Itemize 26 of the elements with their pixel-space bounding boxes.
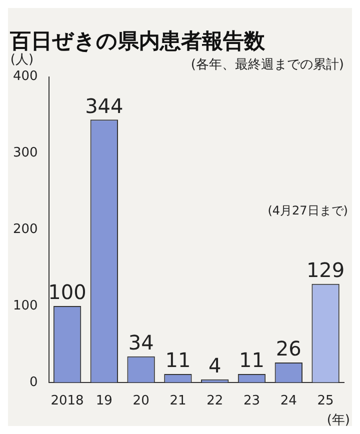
data-label: 11	[239, 348, 264, 372]
data-label: 100	[48, 280, 86, 304]
y-tick-label: 300	[12, 146, 38, 161]
x-tick-label: 23	[243, 394, 260, 409]
y-tick-label: 100	[12, 298, 38, 314]
x-tick-label: 20	[132, 394, 150, 409]
x-tick-label: 25	[317, 394, 334, 409]
annotation: (4月27日まで)	[268, 204, 348, 218]
data-label: 129	[306, 258, 345, 282]
x-tick-label: 22	[206, 394, 224, 409]
x-tick-label: 21	[170, 394, 186, 409]
x-tick-label: 24	[280, 394, 297, 409]
y-tick-label: 0	[30, 374, 38, 390]
data-label: 11	[165, 348, 191, 372]
chart-title: 百日ぜきの県内患者報告数	[9, 29, 266, 54]
x-axis-title: (年)	[326, 412, 350, 428]
data-label: 34	[128, 330, 154, 355]
x-tick-label: 2018	[50, 394, 84, 409]
data-label: 344	[85, 94, 124, 118]
data-label: 4	[208, 354, 222, 378]
y-tick-label: 200	[12, 222, 38, 237]
chart-subtitle: (各年、最終週までの累計)	[190, 57, 344, 72]
y-tick-label: 400	[12, 69, 38, 84]
x-tick-label: 19	[96, 394, 112, 409]
y-axis-title: (人)	[10, 52, 34, 68]
data-label: 26	[276, 336, 302, 361]
